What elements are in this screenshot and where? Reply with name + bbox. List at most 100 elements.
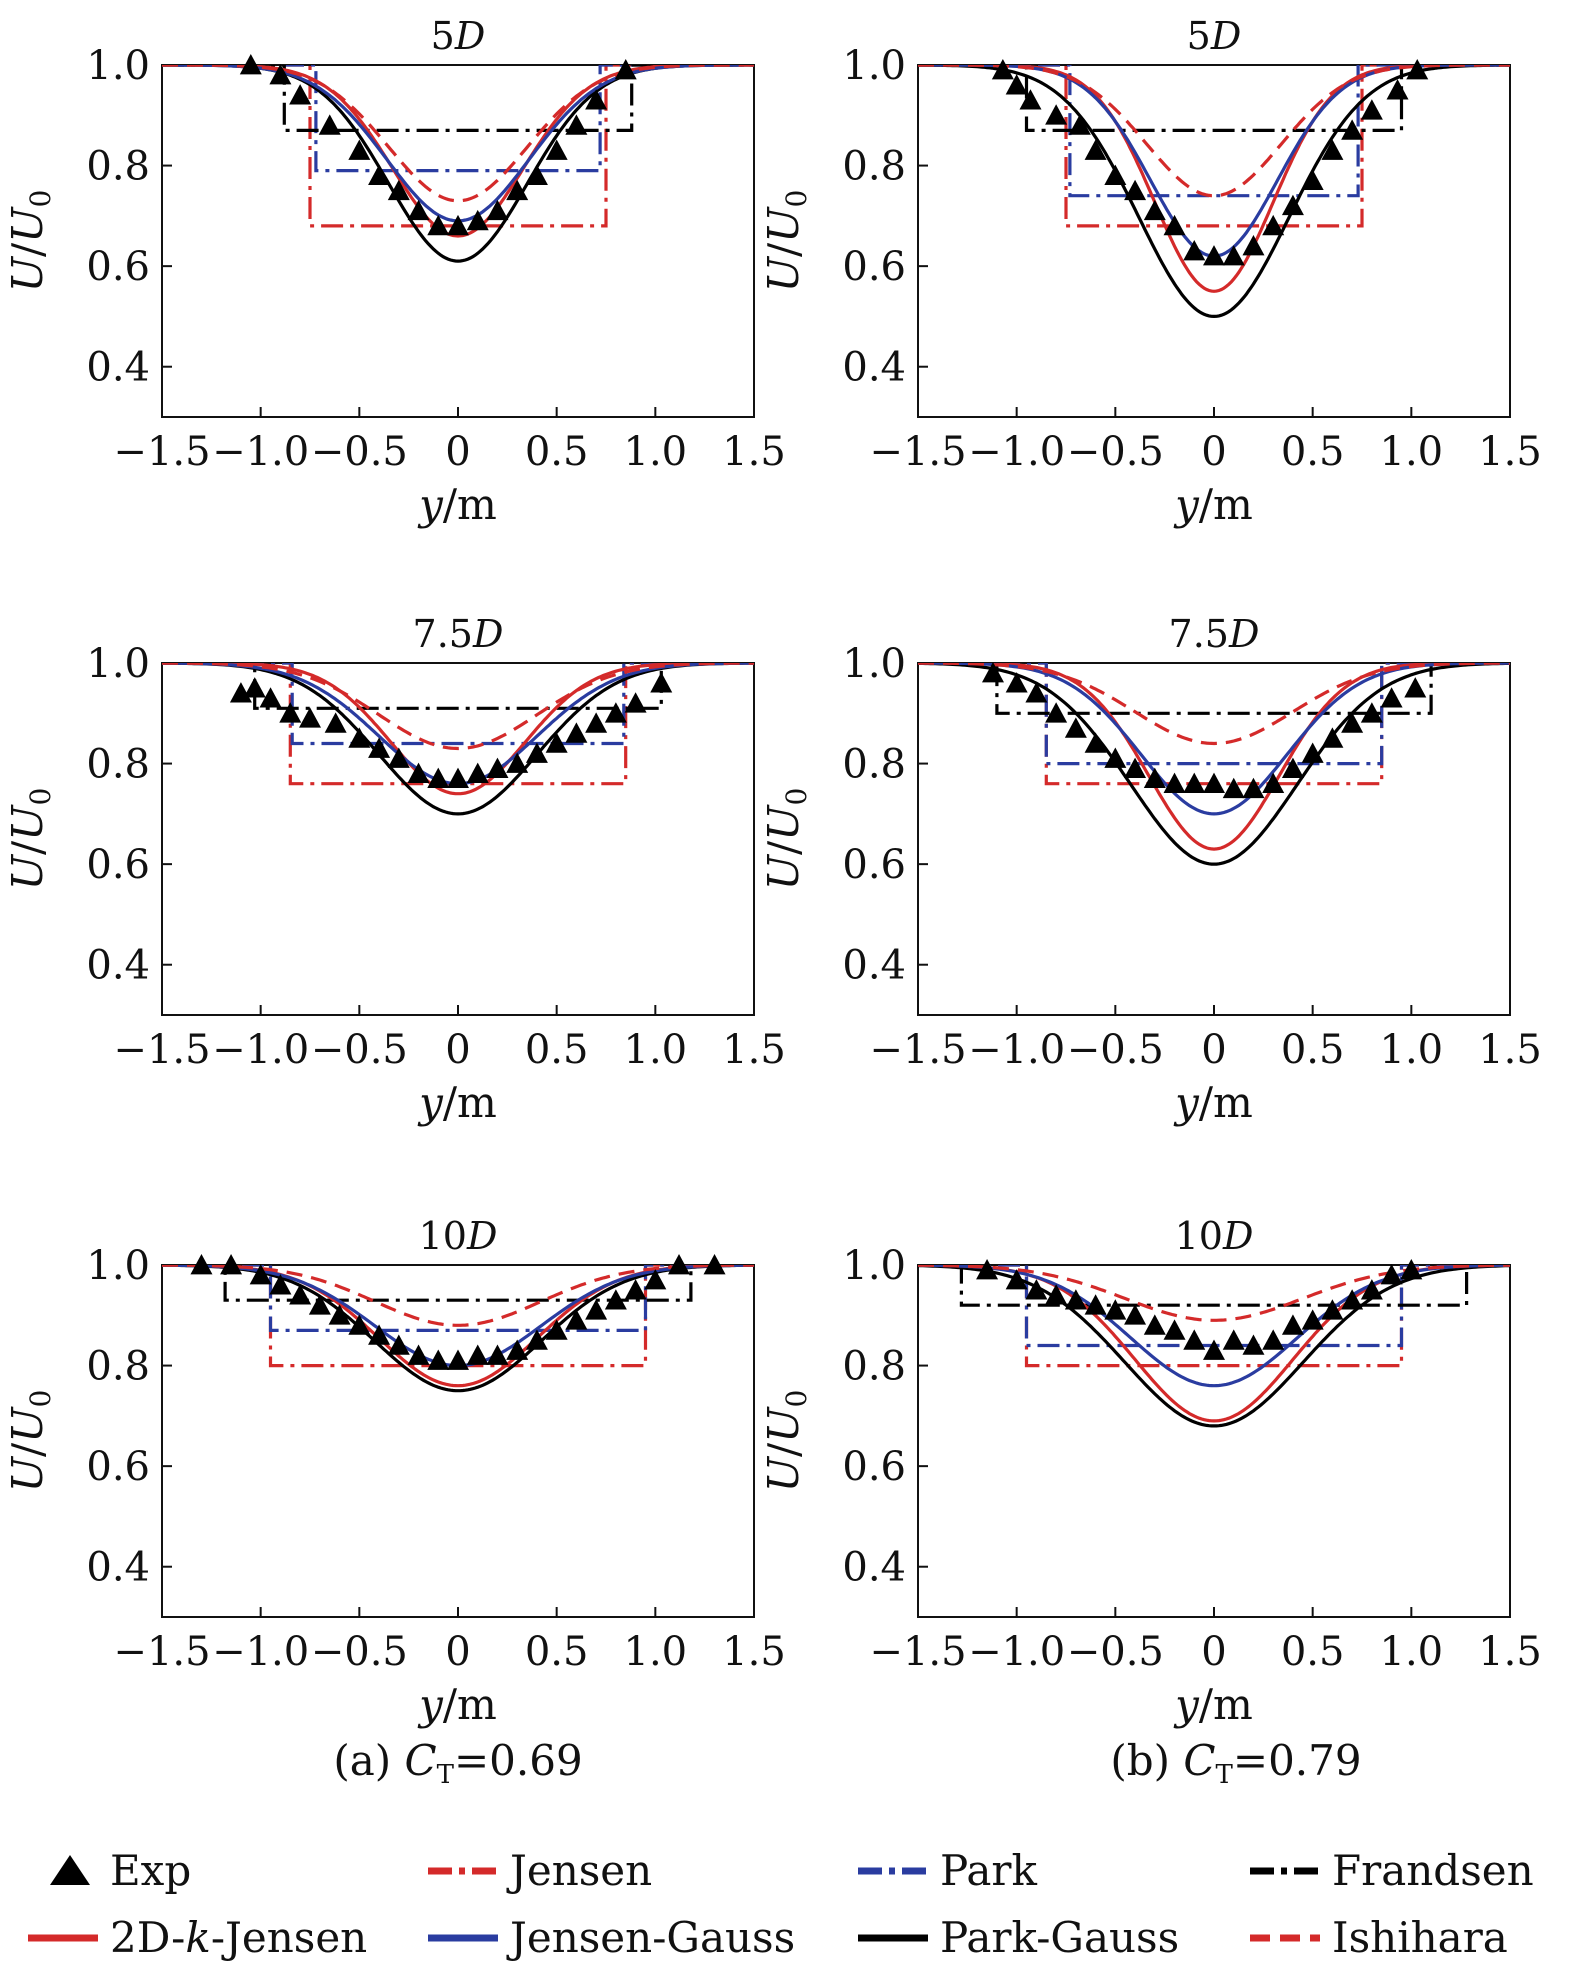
exp-data-point (668, 1254, 691, 1275)
legend-marker-icon (50, 1855, 90, 1885)
exp-data-point (644, 1269, 667, 1290)
exp-data-point (1183, 240, 1206, 261)
exp-data-point (1183, 772, 1206, 794)
exp-data-point (1143, 1314, 1166, 1335)
exp-data-point (525, 1329, 548, 1350)
series-line-frandsen (162, 663, 754, 710)
exp-data-point (447, 214, 469, 236)
x-axis-label: y/m (1173, 1680, 1253, 1729)
plot-area (918, 65, 1510, 319)
exp-data-point (387, 1334, 410, 1355)
x-tick-label: 0.5 (525, 429, 589, 475)
x-tick-label: 0.5 (1281, 1629, 1345, 1675)
y-tick-label: 0.4 (86, 1545, 150, 1591)
exp-data-point (387, 747, 410, 768)
y-axis-label: U/U0 (3, 1390, 57, 1493)
exp-data-point (1045, 702, 1068, 723)
exp-data-point (249, 1264, 272, 1285)
exp-data-point (269, 1274, 292, 1295)
exp-data-point (1203, 1339, 1225, 1360)
series-line-frandsen (162, 65, 754, 132)
series-line-jensen-gauss (918, 1265, 1510, 1388)
y-tick-label: 0.6 (86, 1444, 150, 1490)
exp-data-point (981, 662, 1004, 683)
exp-data-point (1084, 139, 1107, 160)
legend-item-2d-k-jensen: 2D-k-Jensen (28, 1913, 367, 1962)
exp-data-point (525, 164, 548, 185)
y-axis-label: U/U0 (759, 190, 813, 293)
x-tick-label: 0 (445, 1629, 470, 1675)
exp-data-point (1104, 1299, 1127, 1320)
plot-frame (917, 662, 1511, 1016)
y-tick-label: 0.8 (86, 1344, 150, 1390)
exp-data-point (1045, 1284, 1068, 1305)
exp-data-point (407, 762, 430, 783)
series-line-jensen-gauss (162, 65, 754, 223)
x-tick-label: −1.5 (113, 429, 210, 475)
exp-data-point (407, 199, 430, 221)
x-tick-label: 0 (1201, 1027, 1226, 1073)
x-tick-label: −1.0 (968, 1027, 1065, 1073)
y-tick-label: 0.8 (842, 144, 906, 190)
x-axis-label: y/m (1173, 480, 1253, 529)
y-tick-label: 0.6 (86, 244, 150, 290)
exp-data-point (1380, 1264, 1403, 1285)
chart-panel: 5D 0.4 0.6 0.8 1.0 −1.5 −1.0 −0.5 0 0.5 1.0 1.5 y/m U… (759, 14, 1542, 529)
exp-data-point (1380, 687, 1403, 708)
exp-data-point (279, 702, 302, 723)
series-line-2d-k-jensen (162, 65, 754, 238)
series-line-ishihara (918, 1265, 1510, 1322)
exp-data-point (1084, 1294, 1107, 1315)
x-tick-label: 1.0 (1380, 1629, 1444, 1675)
caption-a: (a) CT=0.69 (333, 1736, 582, 1790)
exp-data-point (1281, 1314, 1304, 1335)
x-tick-label: −0.5 (311, 1027, 408, 1073)
exp-data-point (239, 54, 262, 75)
y-axis-label: U/U0 (3, 190, 57, 293)
exp-data-point (1163, 772, 1186, 794)
exp-data-point (427, 214, 450, 236)
series-line-park-gauss (918, 65, 1510, 319)
series-line-park (162, 1265, 754, 1332)
series-line-ishihara (162, 1265, 754, 1327)
legend-label: Park (940, 1846, 1037, 1895)
x-tick-label: −1.5 (869, 1629, 966, 1675)
y-tick-label: 0.4 (842, 345, 906, 391)
y-tick-label: 0.6 (842, 1444, 906, 1490)
exp-data-point (1281, 194, 1304, 216)
exp-data-point (1163, 1319, 1186, 1340)
exp-data-point (624, 692, 647, 713)
exp-data-point (1321, 1299, 1344, 1320)
y-tick-label: 0.6 (842, 842, 906, 888)
x-tick-label: −1.0 (212, 1629, 309, 1675)
chart-title: 10D (1175, 1214, 1254, 1258)
y-tick-label: 1.0 (842, 1243, 906, 1289)
exp-data-point (1301, 169, 1324, 191)
y-tick-label: 0.8 (842, 742, 906, 788)
exp-data-point (299, 707, 321, 728)
exp-data-point (269, 64, 292, 85)
exp-data-point (1404, 677, 1427, 698)
exp-data-point (1124, 757, 1147, 778)
exp-data-point (585, 1299, 608, 1320)
exp-data-point (1360, 702, 1383, 723)
exp-data-point (1262, 772, 1285, 794)
exp-data-point (1068, 114, 1091, 135)
x-tick-label: 1.0 (624, 1027, 688, 1073)
legend-item-ishihara: Ishihara (1250, 1913, 1508, 1962)
exp-data-point (348, 139, 371, 160)
x-tick-label: 0.5 (1281, 429, 1345, 475)
y-tick-label: 0.4 (86, 345, 150, 391)
x-tick-label: −1.5 (869, 1027, 966, 1073)
legend-item-park-gauss: Park-Gauss (858, 1913, 1179, 1962)
exp-data-point (407, 1344, 430, 1365)
y-tick-label: 0.4 (842, 1545, 906, 1591)
x-tick-label: 0 (445, 1027, 470, 1073)
plot-frame (917, 64, 1511, 418)
series-line-ishihara (918, 663, 1510, 746)
x-tick-label: −1.0 (968, 429, 1065, 475)
y-axis-label: U/U0 (759, 1390, 813, 1493)
x-tick-label: 1.0 (624, 1629, 688, 1675)
exp-data-point (1005, 74, 1028, 95)
x-tick-label: 1.5 (722, 1629, 786, 1675)
